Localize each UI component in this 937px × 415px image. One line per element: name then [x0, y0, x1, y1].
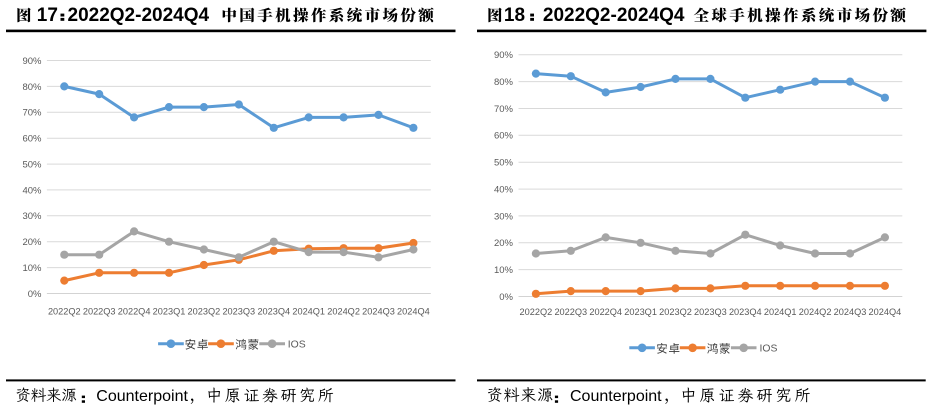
svg-text:2023Q3: 2023Q3 [694, 307, 727, 317]
svg-text:2023Q4: 2023Q4 [257, 307, 290, 317]
svg-text:17: 17 [37, 5, 58, 26]
svg-text:0%: 0% [28, 289, 42, 300]
svg-text:10%: 10% [22, 263, 42, 274]
svg-text:18: 18 [504, 5, 525, 26]
svg-text:30%: 30% [22, 211, 42, 222]
svg-text:70%: 70% [494, 104, 514, 115]
svg-text:2023Q2: 2023Q2 [188, 307, 221, 317]
svg-text:40%: 40% [494, 185, 514, 196]
svg-text:2023Q4: 2023Q4 [729, 307, 762, 317]
svg-text:2022Q3: 2022Q3 [83, 307, 116, 317]
svg-text:2022Q2: 2022Q2 [48, 307, 81, 317]
svg-text:50%: 50% [494, 158, 514, 169]
svg-text:Counterpoint: Counterpoint [570, 388, 662, 405]
svg-text:0%: 0% [499, 292, 513, 303]
svg-text:2024Q4: 2024Q4 [869, 307, 902, 317]
svg-text:IOS: IOS [288, 339, 306, 350]
svg-text:30%: 30% [494, 211, 514, 222]
svg-text:20%: 20% [22, 237, 42, 248]
svg-text:60%: 60% [494, 131, 514, 142]
svg-text:10%: 10% [494, 265, 514, 276]
svg-text:2022Q4: 2022Q4 [589, 307, 622, 317]
svg-text:2023Q1: 2023Q1 [153, 307, 186, 317]
svg-text:2024Q3: 2024Q3 [834, 307, 867, 317]
svg-text:2022Q2-2024Q4: 2022Q2-2024Q4 [68, 5, 210, 26]
svg-text:2024Q1: 2024Q1 [764, 307, 797, 317]
svg-text:2022Q2-2024Q4: 2022Q2-2024Q4 [543, 5, 685, 26]
svg-text:50%: 50% [22, 160, 42, 171]
svg-text:IOS: IOS [760, 343, 778, 354]
svg-text:90%: 90% [22, 56, 42, 67]
svg-text:80%: 80% [494, 77, 514, 88]
svg-text:Counterpoint: Counterpoint [96, 388, 188, 405]
svg-text:80%: 80% [22, 82, 42, 93]
svg-text:60%: 60% [22, 134, 42, 145]
svg-text:2024Q4: 2024Q4 [397, 307, 430, 317]
svg-text:2024Q2: 2024Q2 [799, 307, 832, 317]
svg-text:2023Q1: 2023Q1 [624, 307, 657, 317]
svg-text:2024Q1: 2024Q1 [292, 307, 325, 317]
svg-text:40%: 40% [22, 185, 42, 196]
svg-text:90%: 90% [494, 50, 514, 61]
svg-text:20%: 20% [494, 238, 514, 249]
svg-text:2023Q2: 2023Q2 [659, 307, 692, 317]
svg-text:2023Q3: 2023Q3 [222, 307, 255, 317]
svg-text:2024Q3: 2024Q3 [362, 307, 395, 317]
svg-text:2022Q4: 2022Q4 [118, 307, 151, 317]
svg-text:2022Q2: 2022Q2 [520, 307, 553, 317]
svg-text:2022Q3: 2022Q3 [554, 307, 587, 317]
svg-text:2024Q2: 2024Q2 [327, 307, 360, 317]
svg-text:70%: 70% [22, 108, 42, 119]
